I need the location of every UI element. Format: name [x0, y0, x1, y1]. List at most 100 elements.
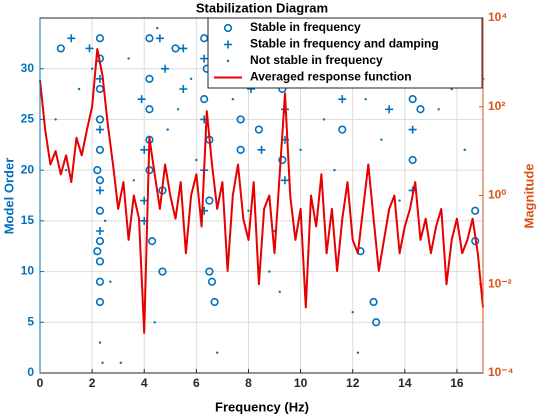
pole-circle [171, 44, 180, 53]
pole-dot [127, 57, 130, 60]
pole-plus [338, 95, 347, 104]
pole-circle [207, 277, 217, 286]
pole-plus [155, 34, 164, 43]
pole-circle [236, 115, 245, 124]
y-tick-label: 30 [21, 61, 35, 75]
pole-circle [338, 125, 347, 134]
pole-dot [176, 108, 180, 111]
pole-dot [166, 128, 169, 131]
pole-plus [95, 186, 104, 195]
pole-circle [145, 34, 154, 43]
pole-circle [200, 95, 209, 104]
pole-plus [140, 145, 149, 154]
y-axis-label: Model Order [1, 158, 16, 235]
legend-label: Stable in frequency and damping [250, 37, 439, 51]
y2-tick-label: 10² [488, 99, 505, 113]
pole-dot [195, 158, 198, 162]
pole-circle [93, 247, 102, 256]
pole-circle [278, 155, 287, 165]
pole-circle [56, 44, 65, 53]
pole-circle [95, 297, 105, 307]
legend-label: Not stable in frequency [250, 53, 383, 67]
pole-dot [54, 118, 57, 121]
y2-tick-label: 10⁴ [488, 10, 507, 24]
pole-dot [64, 168, 68, 172]
pole-circle [254, 125, 263, 134]
pole-dot [356, 351, 360, 354]
pole-dot [90, 67, 94, 70]
pole-dot [153, 321, 156, 324]
y2-axis-label: Magnitude [521, 164, 536, 229]
x-tick-label: 4 [141, 376, 148, 390]
pole-dot [231, 97, 235, 101]
legend-box [207, 17, 483, 89]
x-tick-label: 8 [245, 376, 252, 390]
pole-dot [398, 199, 401, 202]
pole-dot [216, 351, 219, 354]
pole-circle [145, 105, 154, 114]
pole-circle [95, 115, 105, 124]
pole-circle [147, 237, 157, 246]
pole-circle [205, 267, 214, 276]
x-tick-label: 0 [37, 376, 44, 390]
pole-circle [95, 257, 105, 266]
y-tick-label: 10 [21, 264, 35, 278]
pole-dot [437, 108, 440, 111]
pole-circle [158, 267, 167, 276]
pole-circle [95, 145, 105, 154]
pole-dot [103, 219, 107, 223]
pole-dot [189, 77, 193, 81]
pole-plus [385, 105, 394, 114]
pole-plus [179, 44, 188, 53]
y2-tick-label: 10⁻⁴ [488, 365, 514, 379]
pole-circle [372, 318, 381, 327]
x-axis-label: Frequency (Hz) [215, 399, 309, 414]
pole-plus [224, 40, 232, 49]
pole-dot [364, 97, 367, 101]
pole-circle [471, 206, 480, 215]
x-tick-label: 14 [398, 376, 412, 390]
chart-title: Stabilization Diagram [196, 0, 328, 15]
pole-dot [463, 148, 466, 152]
y-tick-label: 25 [21, 112, 35, 126]
pole-dot [268, 270, 271, 273]
pole-circle [408, 155, 417, 165]
x-tick-label: 2 [89, 376, 96, 390]
pole-circle [95, 84, 105, 94]
pole-dot [119, 361, 122, 365]
pole-dot [380, 138, 383, 141]
pole-plus [67, 34, 76, 43]
y-tick-label: 0 [27, 365, 34, 379]
pole-dot [333, 168, 336, 172]
pole-circle [223, 23, 233, 33]
pole-dot [101, 361, 104, 365]
pole-circle [408, 95, 417, 104]
pole-plus [137, 95, 146, 104]
pole-circle [93, 166, 102, 175]
pole-dot [98, 341, 102, 344]
pole-dot [299, 148, 302, 152]
pole-circle [369, 297, 378, 307]
pole-dot [77, 87, 81, 91]
pole-plus [280, 176, 289, 185]
pole-dot [109, 280, 112, 283]
pole-circle [95, 34, 105, 43]
y-tick-label: 15 [21, 213, 35, 227]
x-tick-label: 12 [346, 376, 360, 390]
pole-dot [132, 179, 136, 182]
response-line [39, 48, 484, 334]
pole-dot [351, 310, 354, 314]
pole-plus [179, 85, 188, 93]
pole-plus [161, 64, 170, 73]
pole-dot [247, 209, 250, 212]
pole-plus [200, 54, 209, 63]
pole-circle [210, 297, 219, 307]
pole-dot [156, 26, 159, 30]
pole-dot [278, 290, 281, 294]
pole-plus [408, 125, 417, 134]
pole-circle [145, 74, 154, 83]
legend-label: Averaged response function [250, 70, 412, 84]
pole-dot [322, 118, 326, 121]
pole-plus [95, 227, 104, 235]
legend-label: Stable in frequency [250, 20, 361, 34]
